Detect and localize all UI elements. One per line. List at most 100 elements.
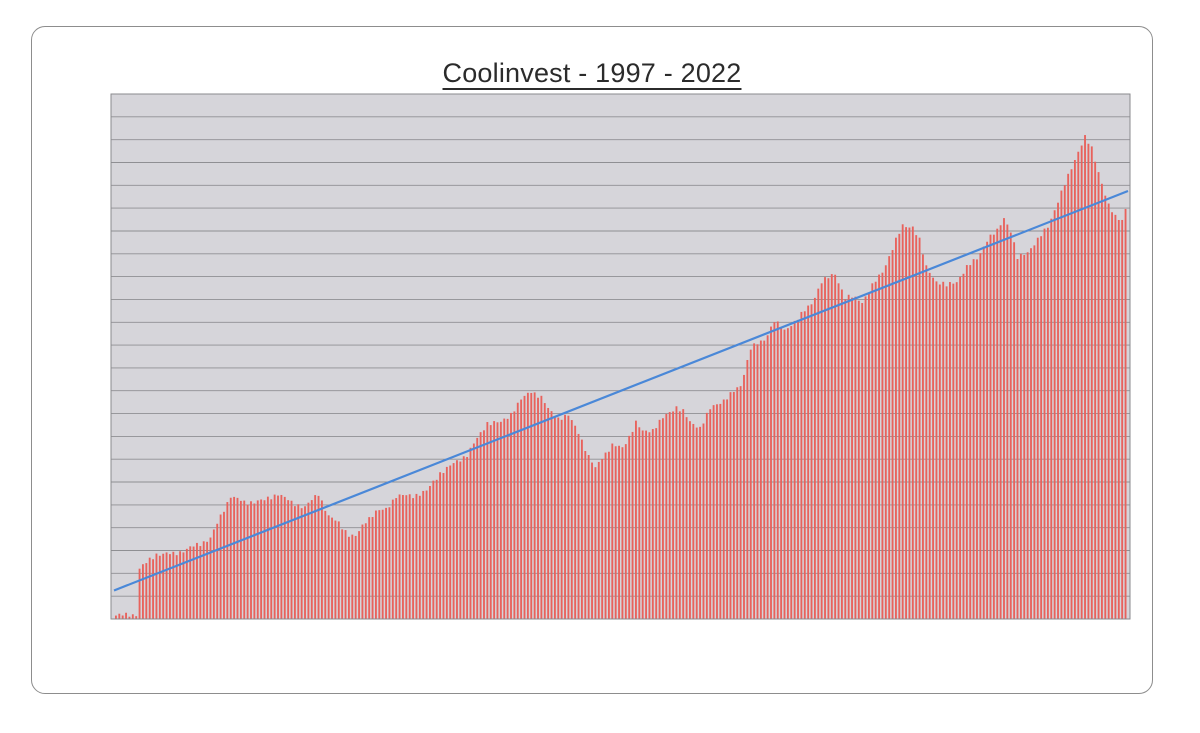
bar <box>341 529 344 619</box>
bar <box>118 613 121 619</box>
bar <box>560 419 563 619</box>
bar <box>148 557 151 619</box>
bar <box>209 537 212 619</box>
bar <box>526 392 529 619</box>
bar <box>364 523 367 619</box>
bar <box>932 277 935 619</box>
bar <box>273 494 276 619</box>
bar <box>1063 185 1066 620</box>
bar <box>739 386 742 619</box>
bar <box>115 615 117 619</box>
bar <box>432 480 435 619</box>
bar <box>331 517 333 619</box>
bar <box>999 225 1002 619</box>
bar <box>472 443 475 619</box>
bar <box>320 500 323 619</box>
bar <box>874 281 877 619</box>
bar <box>641 430 644 619</box>
bar <box>729 392 732 619</box>
bar <box>165 552 168 619</box>
bar <box>628 435 631 619</box>
bar <box>540 395 543 619</box>
bar <box>844 299 847 619</box>
bar <box>864 296 867 619</box>
bar <box>131 614 134 619</box>
bar <box>1107 203 1110 620</box>
bar <box>763 340 766 619</box>
bar <box>415 493 418 619</box>
bar <box>648 432 651 619</box>
bar <box>955 282 958 619</box>
bar <box>1067 173 1070 619</box>
bar <box>510 412 512 619</box>
bar <box>476 437 479 619</box>
bar <box>820 283 823 619</box>
bar <box>1013 242 1016 619</box>
bar <box>435 479 438 619</box>
bar <box>486 422 489 619</box>
bar <box>614 446 617 619</box>
bar <box>344 530 347 619</box>
bar <box>152 559 154 619</box>
bar <box>783 329 786 619</box>
bar <box>293 506 296 619</box>
bar <box>192 546 195 619</box>
bar <box>577 433 580 619</box>
bar <box>945 286 948 619</box>
bar <box>378 510 381 619</box>
bar <box>705 412 708 619</box>
bar <box>597 461 600 619</box>
bar <box>695 427 698 619</box>
bar <box>719 403 722 619</box>
bar <box>253 503 256 619</box>
bar <box>908 227 911 620</box>
bar <box>810 304 813 619</box>
bar <box>523 395 526 619</box>
bar <box>479 432 482 619</box>
bar <box>776 321 779 619</box>
bar <box>1050 218 1053 619</box>
bar <box>824 277 826 619</box>
bar <box>797 319 799 619</box>
bar <box>520 399 523 619</box>
bar <box>722 399 725 619</box>
bar <box>584 450 587 619</box>
bar <box>840 289 843 619</box>
bar <box>439 472 442 619</box>
bar <box>743 374 745 619</box>
bar <box>827 278 830 619</box>
bar <box>300 508 303 619</box>
bar <box>1046 227 1049 620</box>
bar <box>607 451 610 619</box>
bar <box>456 460 458 619</box>
bar <box>604 452 607 619</box>
bar <box>212 529 215 619</box>
bar <box>969 265 972 619</box>
bar <box>496 422 499 619</box>
bar <box>668 412 671 619</box>
bar <box>898 233 901 619</box>
bar <box>716 404 718 619</box>
bar <box>239 500 242 619</box>
bar <box>499 421 502 619</box>
bar <box>712 405 715 619</box>
bar <box>469 447 472 619</box>
bar <box>283 496 286 619</box>
bar <box>223 511 225 619</box>
bar <box>445 466 448 619</box>
bar <box>965 265 968 619</box>
bar <box>1060 190 1063 619</box>
bar <box>996 228 999 619</box>
bar <box>1040 236 1043 619</box>
bar <box>895 237 897 620</box>
bar <box>1073 160 1076 619</box>
bar <box>385 507 387 619</box>
bar <box>793 320 796 619</box>
bar <box>959 276 962 619</box>
trend-line <box>113 189 1129 592</box>
bar <box>759 340 762 619</box>
bar <box>172 551 175 619</box>
bar <box>925 265 928 619</box>
bar <box>145 563 148 619</box>
bar <box>142 564 144 619</box>
